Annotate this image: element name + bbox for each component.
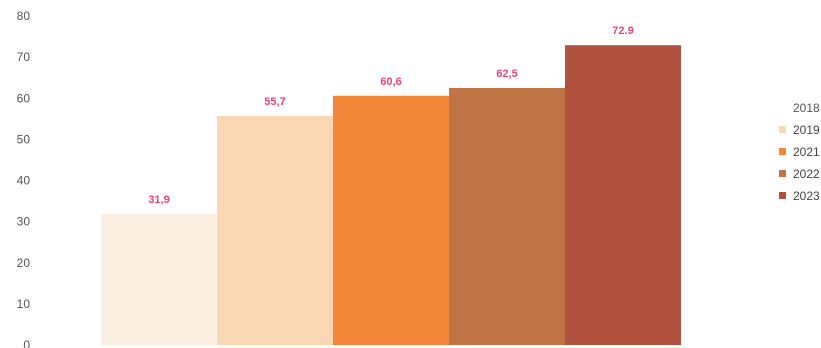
- bars: [101, 45, 681, 345]
- y-tick-label: 40: [17, 174, 31, 188]
- y-tick-label: 30: [17, 215, 31, 229]
- y-tick-label: 50: [17, 132, 31, 146]
- legend-swatch-2022: [779, 170, 786, 177]
- data-label-2018: 31,9: [148, 194, 169, 206]
- bar-2022: [449, 87, 565, 345]
- data-label-2022: 62,5: [496, 68, 517, 80]
- y-axis: 0 10 20 30 40 50 60 70 80: [17, 9, 31, 348]
- bar-2021: [333, 95, 449, 345]
- data-label-2019: 55,7: [264, 96, 285, 108]
- y-tick-label: 10: [17, 297, 31, 311]
- legend-label-2021: 2021: [793, 145, 820, 159]
- bar-2018: [101, 213, 217, 345]
- y-tick-label: 70: [17, 50, 31, 64]
- bar-2023: [565, 45, 681, 345]
- legend-label-2019: 2019: [793, 123, 820, 137]
- bar-2019: [217, 115, 333, 345]
- y-tick-label: 60: [17, 91, 31, 105]
- y-tick-label: 20: [17, 256, 31, 270]
- y-tick-label: 0: [23, 338, 30, 348]
- legend-swatch-2021: [779, 148, 786, 155]
- legend-swatch-2019: [779, 126, 786, 133]
- data-label-2023: 72.9: [612, 25, 633, 37]
- legend-label-2022: 2022: [793, 167, 820, 181]
- data-labels: 31,9 55,7 60,6 62,5 72.9: [148, 25, 633, 206]
- legend-title: 2018: [793, 101, 820, 115]
- legend-swatch-2023: [779, 192, 786, 199]
- data-label-2021: 60,6: [380, 76, 401, 88]
- legend: 2018 2019 2021 2022 2023: [779, 101, 820, 203]
- legend-label-2023: 2023: [793, 189, 820, 203]
- y-tick-label: 80: [17, 9, 31, 23]
